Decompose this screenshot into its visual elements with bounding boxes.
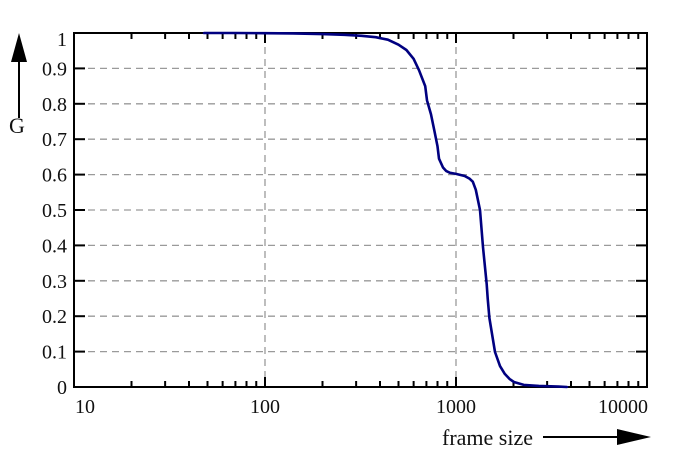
x-tick-label: 10000 (598, 396, 648, 418)
x-tick-label: 100 (250, 396, 280, 418)
y-tick-label: 0.5 (42, 200, 67, 222)
y-tick-label: 0.1 (42, 342, 67, 364)
x-axis-arrow-icon (543, 429, 651, 445)
y-tick-label: 0 (57, 377, 67, 399)
y-tick-label: 0.3 (42, 271, 67, 293)
y-tick-label: 0.4 (42, 235, 67, 257)
y-tick-label: 0.2 (42, 306, 67, 328)
y-tick-label: 1 (57, 29, 67, 51)
y-axis-label: G (9, 113, 25, 138)
y-tick-label: 0.7 (42, 129, 67, 151)
y-tick-label: 0.8 (42, 94, 67, 116)
plot-area: 0 0.1 0.2 0.3 0.4 0.5 0.6 0.7 0.8 0.9 1 10 100 1000 10… (42, 29, 648, 418)
y-tick-label: 0.9 (42, 58, 67, 80)
x-tick-label: 10 (75, 396, 95, 418)
y-tick-label: 0.6 (42, 165, 67, 187)
y-axis-arrow-icon (11, 33, 27, 118)
plot-border (73, 32, 648, 388)
x-axis-label: frame size (442, 425, 533, 450)
x-tick-label: 1000 (436, 396, 476, 418)
data-curve (202, 31, 569, 389)
